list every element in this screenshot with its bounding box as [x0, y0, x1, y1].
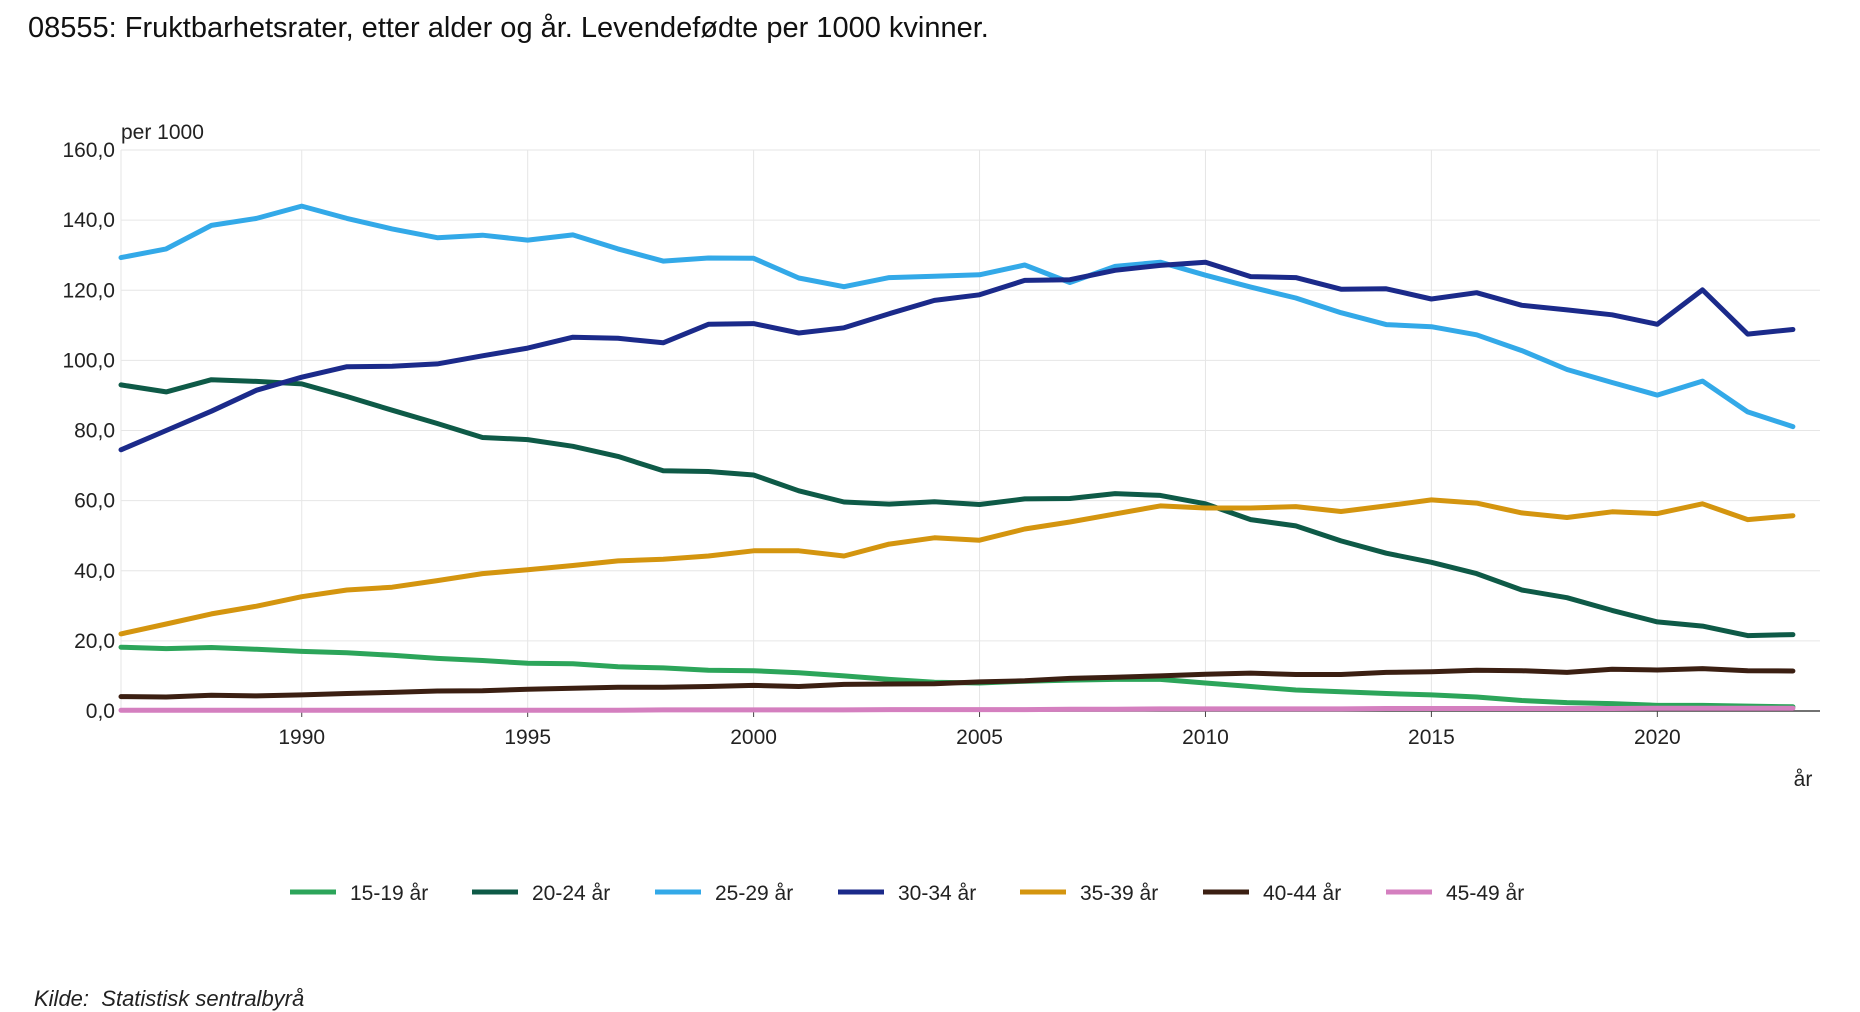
x-tick-label: 2005 [956, 726, 1003, 749]
y-tick-label: 40,0 [74, 560, 115, 583]
legend-item[interactable]: 25-29 år [655, 882, 793, 905]
legend-label[interactable]: 15-19 år [350, 882, 428, 905]
y-tick-label: 0,0 [86, 700, 115, 723]
legend-label[interactable]: 20-24 år [532, 882, 610, 905]
x-axis-label: år [1794, 768, 1813, 791]
y-tick-label: 20,0 [74, 630, 115, 653]
legend: 15-19 år 20-24 år 25-29 år 30-34 år 35-39 år… [290, 882, 1524, 905]
chart-title: 08555: Fruktbarhetsrater, etter alder og… [28, 12, 989, 44]
y-tick-label: 120,0 [62, 279, 115, 302]
source-name: Statistisk sentralbyrå [101, 986, 305, 1011]
legend-label[interactable]: 40-44 år [1263, 882, 1341, 905]
y-tick-label: 60,0 [74, 490, 115, 513]
series-line[interactable] [118, 705, 1796, 713]
x-tick-label: 2010 [1182, 726, 1229, 749]
legend-item[interactable]: 15-19 år [290, 882, 428, 905]
series-line[interactable] [118, 203, 1796, 430]
series-line[interactable] [118, 377, 1796, 639]
legend-item[interactable]: 30-34 år [838, 882, 976, 905]
series-line[interactable] [118, 666, 1796, 700]
y-axis-label: per 1000 [121, 121, 204, 144]
y-tick-label: 140,0 [62, 209, 115, 232]
x-tick-label: 2000 [730, 726, 777, 749]
x-tick-label: 2020 [1634, 726, 1681, 749]
legend-item[interactable]: 35-39 år [1020, 882, 1158, 905]
grid-lines [120, 149, 1820, 711]
legend-item[interactable]: 45-49 år [1386, 882, 1524, 905]
legend-item[interactable]: 20-24 år [472, 882, 610, 905]
y-tick-label: 160,0 [62, 139, 115, 162]
y-tick-label: 100,0 [62, 349, 115, 372]
axes: 0,0 20,0 40,0 60,0 80,0 100,0 120,0 140,0 160,0 1… [62, 121, 1820, 791]
x-tick-label: 1990 [278, 726, 325, 749]
source-label: Kilde: [34, 986, 90, 1011]
source-note: Kilde: Statistisk sentralbyrå [34, 986, 304, 1012]
legend-label[interactable]: 35-39 år [1080, 882, 1158, 905]
legend-label[interactable]: 25-29 år [715, 882, 793, 905]
x-tick-label: 1995 [504, 726, 551, 749]
legend-item[interactable]: 40-44 år [1203, 882, 1341, 905]
legend-label[interactable]: 45-49 år [1446, 882, 1524, 905]
series-line[interactable] [118, 497, 1796, 637]
x-tick-label: 2015 [1408, 726, 1455, 749]
y-tick-label: 80,0 [74, 420, 115, 443]
series-lines [118, 203, 1796, 713]
legend-label[interactable]: 30-34 år [898, 882, 976, 905]
series-line[interactable] [118, 259, 1796, 453]
series-line[interactable] [118, 644, 1796, 710]
